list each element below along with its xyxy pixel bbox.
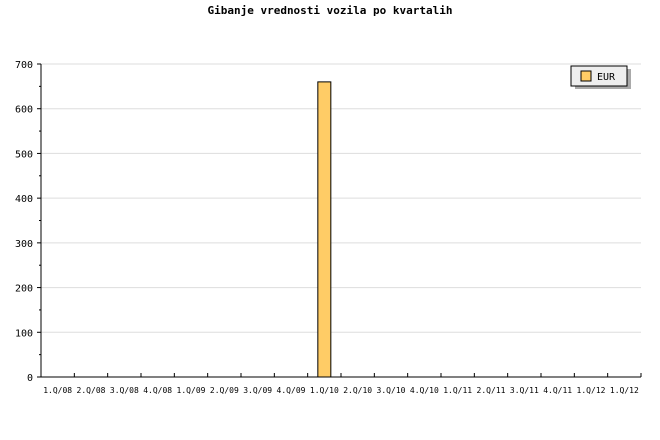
x-tick-label: 1.Q/08	[43, 386, 72, 395]
x-tick-label: 1.Q/09	[177, 386, 206, 395]
x-tick-label: 3.Q/11	[510, 386, 539, 395]
x-tick-label: 4.Q/11	[543, 386, 572, 395]
x-tick-label: 4.Q/10	[410, 386, 439, 395]
x-tick-label: 1.Q/10	[310, 386, 339, 395]
x-tick-label: 4.Q/08	[143, 386, 172, 395]
x-tick-label: 2.Q/08	[77, 386, 106, 395]
y-tick-label: 300	[15, 239, 33, 250]
y-tick-label: 700	[15, 60, 33, 71]
x-tick-label: 1.Q/12	[577, 386, 606, 395]
x-tick-label: 2.Q/11	[477, 386, 506, 395]
x-tick-label: 2.Q/10	[343, 386, 372, 395]
x-tick-label: 2.Q/09	[210, 386, 239, 395]
y-tick-label: 100	[15, 328, 33, 339]
legend-label: EUR	[597, 72, 616, 83]
y-tick-label: 400	[15, 194, 33, 205]
bar	[317, 81, 332, 378]
x-tick-label: 3.Q/09	[243, 386, 272, 395]
x-tick-label: 4.Q/09	[277, 386, 306, 395]
x-tick-label: 3.Q/08	[110, 386, 139, 395]
y-tick-label: 0	[27, 373, 33, 384]
y-tick-label: 500	[15, 149, 33, 160]
y-tick-label: 200	[15, 284, 33, 295]
x-tick-label: 1.Q/11	[443, 386, 472, 395]
chart-title: Gibanje vrednosti vozila po kvartalih	[207, 4, 453, 17]
legend-swatch	[580, 70, 592, 82]
x-tick-label: 3.Q/10	[377, 386, 406, 395]
y-tick-label: 600	[15, 105, 33, 116]
x-tick-label: 1.Q/12	[610, 386, 639, 395]
